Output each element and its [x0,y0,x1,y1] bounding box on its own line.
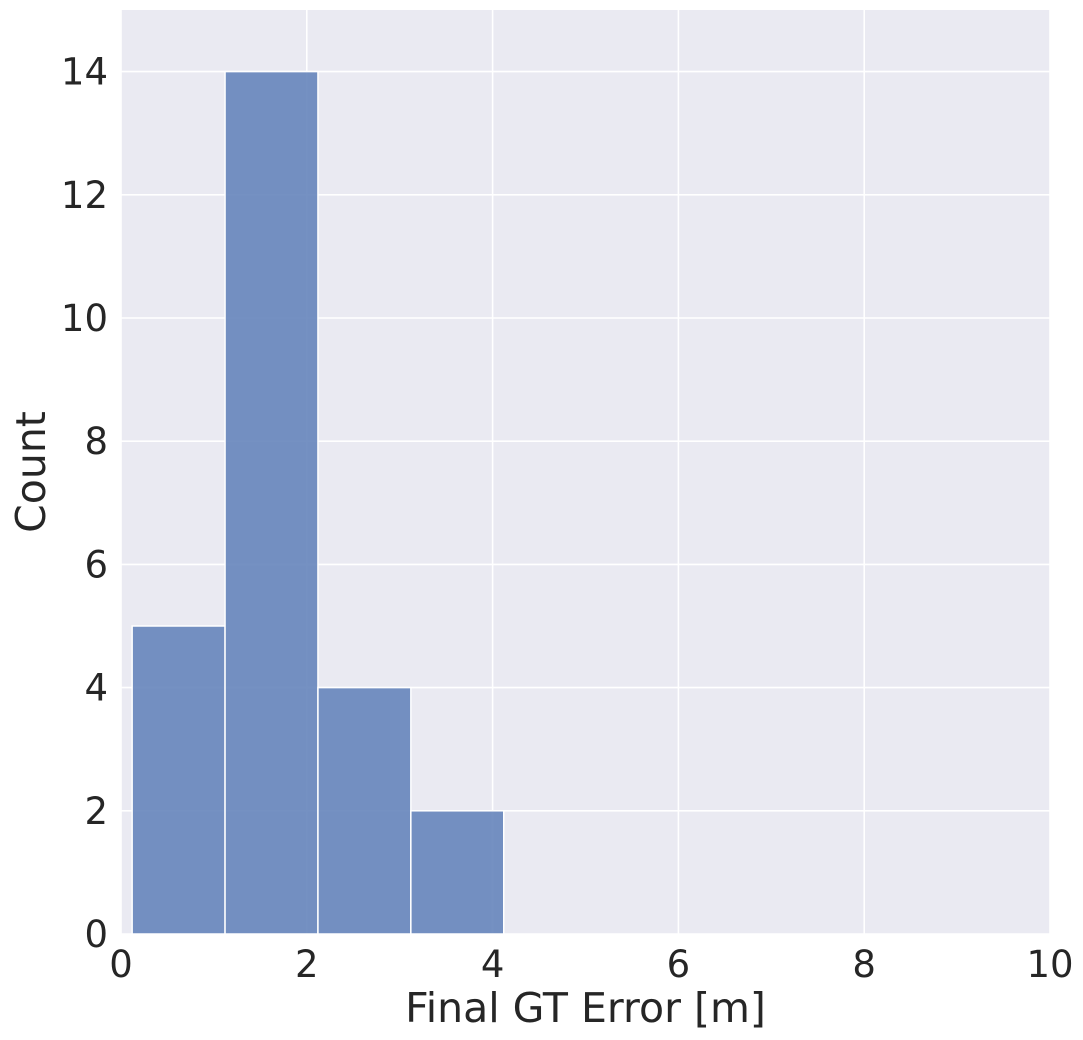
y-axis-label: Count [7,411,55,533]
y-tick-label: 8 [84,420,108,463]
x-axis-label: Final GT Error [m] [405,984,766,1032]
y-tick-label: 10 [61,297,108,340]
y-tick-label: 4 [84,667,108,710]
histogram-bar [224,70,319,935]
histogram-bar [410,810,505,935]
x-tick-label: 8 [852,943,876,986]
y-tick-labels: 0 2 4 6 8 10 12 14 [61,51,108,956]
x-tick-label: 6 [667,943,691,986]
y-tick-label: 12 [61,174,108,217]
y-tick-label: 0 [84,913,108,956]
x-tick-label: 10 [1026,943,1073,986]
x-tick-label: 4 [481,943,505,986]
x-tick-label: 2 [295,943,319,986]
y-tick-label: 2 [84,790,108,833]
histogram-bar [317,686,412,935]
x-tick-label: 0 [109,943,133,986]
histogram-bar [131,625,226,935]
y-tick-label: 14 [61,51,108,94]
bars [131,70,505,935]
x-tick-labels: 0 2 4 6 8 10 [109,943,1073,986]
y-tick-label: 6 [84,543,108,586]
